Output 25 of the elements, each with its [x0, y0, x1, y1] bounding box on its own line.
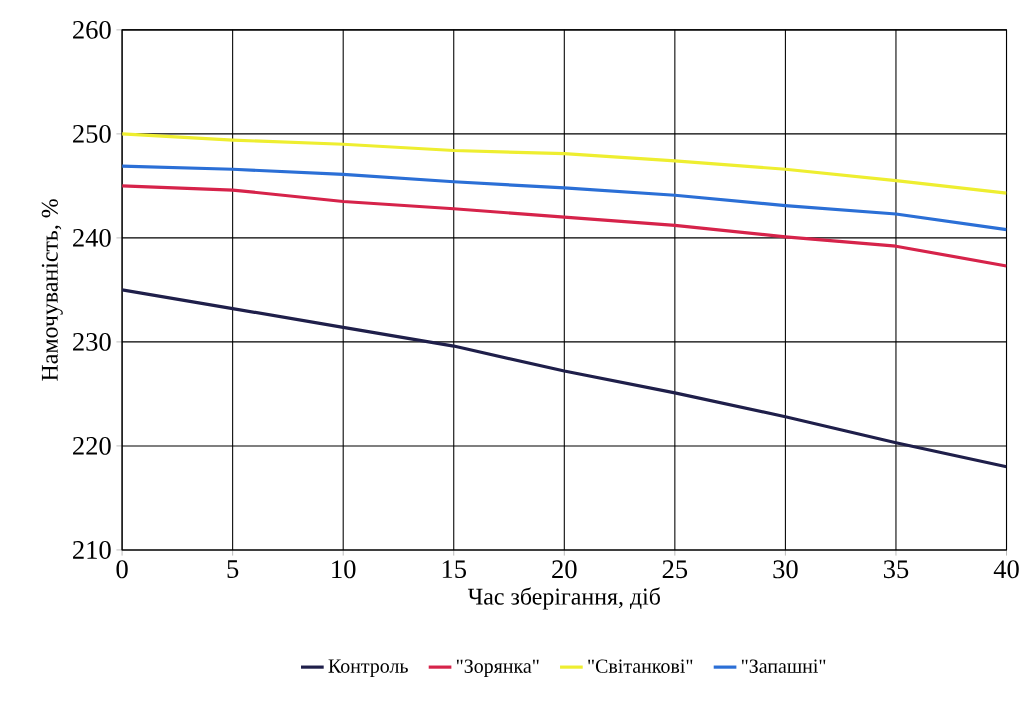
legend-label: "Світанкові" [588, 659, 693, 673]
x-tick-label: 40 [993, 560, 1019, 579]
line-series [122, 132, 1007, 195]
y-tick-label: 240 [73, 228, 111, 247]
x-tick-label: 20 [552, 560, 577, 579]
x-tick-label: 0 [116, 560, 128, 579]
legend-label: Контроль [328, 659, 408, 677]
y-tick-label: 250 [73, 124, 111, 143]
line-series [122, 184, 1007, 268]
x-tick-label: 25 [662, 560, 688, 579]
y-tick-label: 210 [73, 540, 111, 559]
line-series [122, 288, 1007, 469]
line-series [122, 164, 1007, 232]
legend-label: "Зорянка" [456, 659, 539, 677]
x-tick-label: 30 [773, 560, 798, 579]
x-tick-label: 5 [227, 560, 239, 578]
y-axis-title: Намочуваність, % [41, 199, 63, 381]
x-tick-label: 35 [883, 560, 909, 579]
y-tick-label: 230 [73, 332, 111, 351]
y-tick-label: 260 [73, 20, 111, 39]
y-tick-label: 220 [73, 436, 111, 455]
legend-label: "Запашні" [741, 659, 826, 673]
x-axis-title: Час зберігання, діб [467, 587, 660, 610]
x-tick-label: 15 [442, 560, 466, 579]
x-tick-label: 10 [332, 560, 356, 579]
